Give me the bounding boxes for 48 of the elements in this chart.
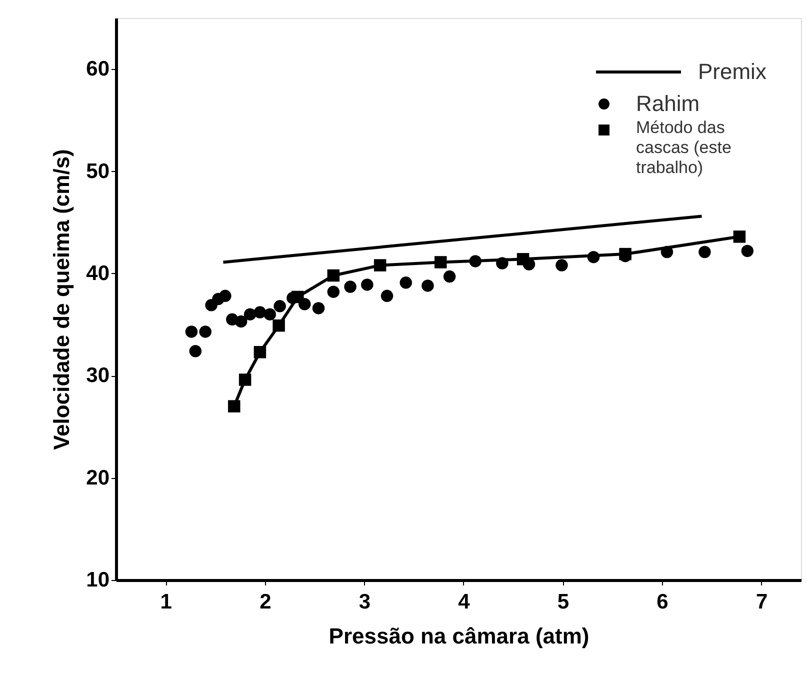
y-tick-label: 30	[86, 364, 110, 388]
point	[516, 253, 530, 266]
y-tick-label: 40	[86, 262, 110, 285]
point	[556, 259, 568, 272]
x-tick-label: 2	[260, 590, 272, 614]
y-tick-label: 10	[86, 568, 110, 592]
point	[254, 346, 266, 358]
y-tick-label: 20	[86, 466, 110, 490]
point	[189, 345, 202, 358]
legend-label: Rahim	[636, 91, 700, 116]
point	[327, 286, 340, 298]
point	[327, 269, 340, 282]
point	[741, 244, 754, 258]
point	[733, 230, 746, 243]
y-axis-title: Velocidade de queima (cm/s)	[49, 149, 74, 450]
point	[443, 270, 456, 283]
point	[199, 326, 212, 338]
y-tick-label: 60	[86, 58, 110, 81]
x-tick-label: 6	[656, 590, 668, 614]
point	[264, 308, 276, 320]
x-tick-label: 4	[458, 590, 470, 614]
point	[219, 290, 232, 302]
point	[234, 315, 248, 328]
x-axis-title: Pressão na câmara (atm)	[328, 624, 590, 648]
legend-label: Método das cascas (este trabalho)	[636, 118, 732, 177]
point	[434, 256, 447, 268]
point	[272, 319, 285, 332]
x-tick-label: 3	[358, 590, 371, 614]
point	[228, 400, 240, 412]
point	[361, 278, 374, 291]
point	[422, 280, 434, 292]
x-tick-label: 1	[160, 590, 172, 614]
point	[274, 300, 286, 312]
point	[292, 290, 304, 304]
point	[380, 290, 394, 302]
x-tick-label: 7	[756, 590, 768, 614]
point	[344, 280, 356, 293]
point	[698, 246, 711, 258]
point	[374, 259, 386, 272]
point	[400, 276, 412, 289]
point	[254, 306, 266, 318]
point	[312, 302, 325, 314]
y-tick-label: 50	[86, 160, 110, 183]
point	[185, 326, 198, 338]
point	[244, 308, 256, 320]
point	[238, 374, 252, 386]
x-tick-label: 5	[557, 590, 570, 614]
legend-label: Premix	[698, 59, 766, 84]
